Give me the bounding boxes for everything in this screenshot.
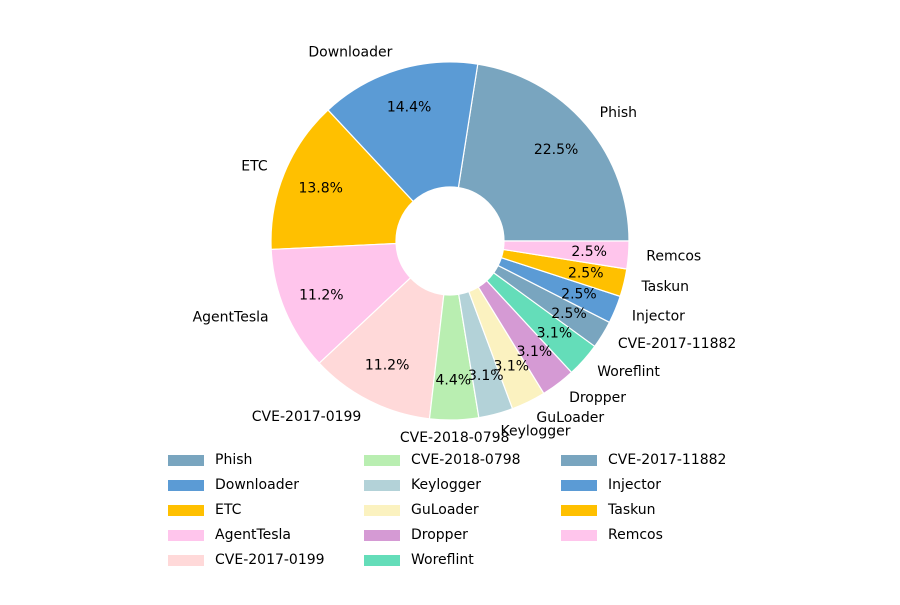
pct-label-keylogger: 3.1% [468, 368, 504, 384]
slice-downloader [327, 61, 479, 203]
legend-label-cve-2018-0798: CVE-2018-0798 [411, 452, 521, 468]
legend-label-phish: Phish [215, 452, 252, 468]
slice-label-phish: Phish [600, 105, 637, 121]
legend-item-downloader: Downloader [168, 477, 299, 493]
legend-item-agenttesla: AgentTesla [168, 527, 291, 543]
legend-item-guloader: GuLoader [364, 502, 479, 518]
legend-item-injector: Injector [561, 477, 661, 493]
legend-label-cve-2017-0199: CVE-2017-0199 [215, 552, 325, 568]
slice-remcos [502, 240, 630, 270]
pct-label-cve-2018-0798: 4.4% [436, 373, 472, 389]
legend-item-remcos: Remcos [561, 527, 663, 543]
legend-label-guloader: GuLoader [411, 502, 479, 518]
pct-label-woreflint: 3.1% [537, 326, 573, 342]
slice-label-remcos: Remcos [646, 248, 701, 264]
pct-label-injector: 2.5% [561, 286, 597, 302]
pct-label-remcos: 2.5% [571, 244, 607, 260]
legend: Phish Downloader ETC AgentTesla CVE-2017-019… [168, 452, 726, 568]
slices-layer [270, 61, 630, 421]
legend-item-cve-2017-11882: CVE-2017-11882 [561, 452, 726, 468]
pct-label-etc: 13.8% [298, 180, 342, 196]
legend-swatch-phish [168, 455, 204, 466]
slice-label-woreflint: Woreflint [597, 364, 660, 380]
legend-swatch-dropper [364, 530, 400, 541]
legend-label-taskun: Taskun [607, 502, 656, 518]
legend-swatch-agenttesla [168, 530, 204, 541]
pct-label-guloader: 3.1% [493, 358, 529, 374]
legend-label-injector: Injector [608, 477, 661, 493]
slice-label-keylogger: Keylogger [501, 423, 571, 439]
legend-swatch-keylogger [364, 480, 400, 491]
legend-item-woreflint: Woreflint [364, 552, 474, 568]
slice-label-cve-2017-11882: CVE-2017-11882 [618, 336, 736, 352]
pct-label-phish: 22.5% [534, 142, 578, 158]
legend-swatch-etc [168, 505, 204, 516]
slice-label-dropper: Dropper [569, 390, 626, 406]
pct-label-cve-2017-11882: 2.5% [551, 306, 587, 322]
legend-label-downloader: Downloader [215, 477, 299, 493]
legend-label-remcos: Remcos [608, 527, 663, 543]
legend-label-woreflint: Woreflint [411, 552, 474, 568]
legend-swatch-guloader [364, 505, 400, 516]
legend-swatch-downloader [168, 480, 204, 491]
pct-label-cve-2017-0199: 11.2% [365, 358, 409, 374]
legend-swatch-cve-2018-0798 [364, 455, 400, 466]
legend-item-cve-2018-0798: CVE-2018-0798 [364, 452, 521, 468]
legend-item-cve-2017-0199: CVE-2017-0199 [168, 552, 325, 568]
pct-label-agenttesla: 11.2% [299, 287, 343, 303]
slice-label-agenttesla: AgentTesla [193, 310, 269, 326]
legend-swatch-cve-2017-11882 [561, 455, 597, 466]
legend-swatch-taskun [561, 505, 597, 516]
slice-label-guloader: GuLoader [536, 410, 604, 426]
legend-swatch-cve-2017-0199 [168, 555, 204, 566]
slice-label-cve-2017-0199: CVE-2017-0199 [252, 409, 362, 425]
slice-cve-2017-0199 [318, 277, 445, 420]
pct-label-dropper: 3.1% [517, 344, 553, 360]
legend-swatch-injector [561, 480, 597, 491]
labels-layer: 22.5% Phish 14.4% Downloader 13.8% ETC 11.2% Ag… [193, 45, 737, 446]
legend-item-taskun: Taskun [561, 502, 656, 518]
slice-label-etc: ETC [241, 159, 268, 175]
legend-swatch-woreflint [364, 555, 400, 566]
slice-label-cve-2018-0798: CVE-2018-0798 [400, 430, 510, 446]
legend-swatch-remcos [561, 530, 597, 541]
legend-item-etc: ETC [168, 502, 242, 518]
pct-label-downloader: 14.4% [387, 100, 431, 116]
legend-label-agenttesla: AgentTesla [215, 527, 291, 543]
legend-item-dropper: Dropper [364, 527, 468, 543]
slice-label-injector: Injector [632, 308, 685, 324]
legend-item-phish: Phish [168, 452, 252, 468]
slice-agenttesla [270, 242, 412, 365]
legend-item-keylogger: Keylogger [364, 477, 481, 493]
slice-phish [457, 63, 630, 242]
legend-label-etc: ETC [215, 502, 242, 518]
legend-label-cve-2017-11882: CVE-2017-11882 [608, 452, 726, 468]
legend-label-keylogger: Keylogger [411, 477, 481, 493]
pct-label-taskun: 2.5% [568, 266, 604, 282]
slice-etc [270, 109, 415, 251]
legend-label-dropper: Dropper [411, 527, 468, 543]
slice-label-downloader: Downloader [308, 45, 392, 61]
slice-label-taskun: Taskun [640, 279, 689, 295]
